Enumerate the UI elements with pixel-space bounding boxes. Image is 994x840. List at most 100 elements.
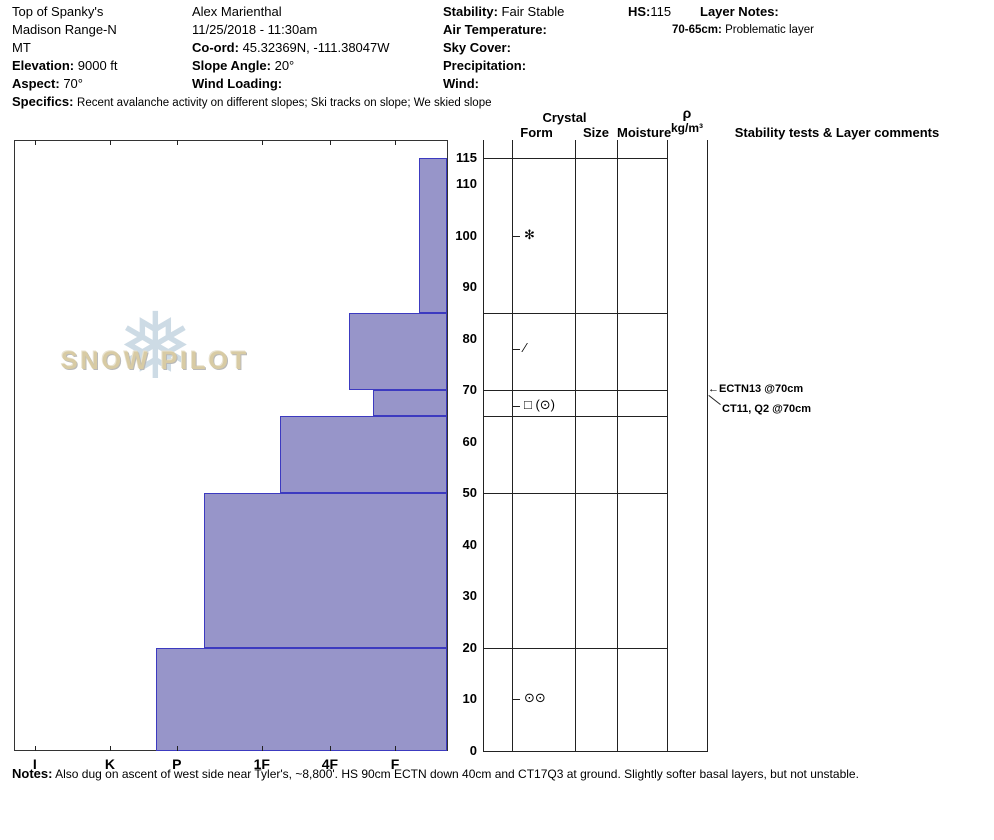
grain-depth-tick: [512, 235, 520, 237]
crystal-column-header: Crystal: [542, 110, 587, 125]
grain-form-symbol-facets-rounding: □ (⊙): [524, 396, 556, 412]
slope-angle-row: Slope Angle: 20°: [192, 58, 294, 73]
state-name: MT: [12, 40, 31, 55]
snow-layer-bar: [373, 390, 447, 416]
stability-tests-column-header: Stability tests & Layer comments: [734, 125, 940, 140]
grain-form-symbol-stellar: ✻: [524, 226, 535, 242]
hardness-tick-bottom: [176, 746, 178, 751]
annotation-arrow-line: [708, 395, 721, 406]
stability-label: Stability:: [443, 4, 498, 19]
depth-axis-label: 110: [456, 175, 477, 191]
hardness-profile-chart: ❅ SNOW PILOT: [14, 140, 448, 751]
elevation-label: Elevation:: [12, 58, 75, 73]
layer-notes-label: Layer Notes:: [700, 4, 779, 19]
moisture-column-header: Moisture: [617, 125, 672, 140]
snow-layer-bar: [349, 312, 447, 391]
hardness-axis-label: F: [390, 756, 400, 772]
elevation-row: Elevation: 9000 ft: [12, 58, 118, 73]
coord-label: Co-ord:: [192, 40, 239, 55]
size-column-header: Size: [582, 125, 609, 140]
snow-layer-bar: [419, 158, 447, 313]
snow-layer-bar: [280, 415, 447, 494]
density-symbol-header: ρ: [682, 105, 692, 121]
site-name: Top of Spanky's: [12, 4, 104, 19]
wind-label: Wind:: [443, 76, 479, 91]
aspect-label: Aspect:: [12, 76, 60, 91]
layer-boundary-line: [483, 647, 667, 649]
depth-axis-label: 90: [462, 279, 477, 295]
depth-axis-label: 70: [462, 382, 477, 398]
grain-depth-tick: [512, 348, 520, 350]
aspect-row: Aspect: 70°: [12, 76, 83, 91]
hardness-tick-bottom: [261, 746, 263, 751]
air-temp-label: Air Temperature:: [443, 22, 547, 37]
hardness-tick-top: [261, 140, 263, 145]
stability-row: Stability: Fair Stable: [443, 4, 564, 19]
stability-test-annotation: CT11, Q2 @70cm: [722, 403, 811, 416]
layer-note-text: Problematic layer: [725, 24, 814, 36]
depth-axis-label: 20: [462, 639, 477, 655]
datetime: 11/25/2018 - 11:30am: [192, 22, 318, 37]
range-name: Madison Range-N: [12, 22, 117, 37]
specifics-row: Specifics: Recent avalanche activity on …: [12, 94, 491, 109]
hardness-axis-label: P: [172, 756, 182, 772]
depth-axis-label: 80: [462, 330, 477, 346]
grid-vertical-line: [512, 140, 513, 751]
hs-label: HS:: [628, 4, 651, 19]
depth-axis-label: 30: [462, 588, 477, 604]
grain-form-symbol-decomposing-fragments: ∕: [524, 339, 527, 355]
hardness-axis-label: 1F: [253, 756, 270, 772]
hardness-tick-bottom: [395, 746, 397, 751]
depth-axis-label: 0: [469, 743, 477, 758]
specifics-value: Recent avalanche activity on different s…: [77, 97, 492, 109]
hardness-tick-top: [329, 140, 331, 145]
grid-bottom-line: [483, 751, 708, 752]
layer-boundary-line: [483, 158, 667, 160]
coord-value: 45.32369N, -111.38047W: [242, 40, 390, 55]
hardness-tick-top: [176, 140, 178, 145]
hardness-tick-top: [395, 140, 397, 145]
layer-boundary-line: [483, 493, 667, 495]
snowflake-icon: ❅: [117, 296, 195, 398]
wind-loading-label: Wind Loading:: [192, 76, 283, 91]
grid-vertical-line: [575, 140, 576, 751]
hardness-axis-label: I: [32, 756, 37, 772]
density-units-header: kg/m³: [670, 121, 703, 135]
snowpilot-logo-text: SNOW PILOT: [61, 347, 250, 375]
grid-vertical-line: [483, 140, 484, 751]
precipitation-label: Precipitation:: [443, 58, 527, 73]
depth-axis-label: 60: [462, 433, 477, 449]
hardness-tick-bottom: [329, 746, 331, 751]
grain-depth-tick: [512, 699, 520, 701]
hardness-axis-label: K: [104, 756, 115, 772]
depth-axis-label: 100: [455, 227, 477, 243]
depth-axis-label: 115: [456, 150, 477, 166]
layer-boundary-line: [483, 390, 667, 392]
stability-value: Fair Stable: [501, 4, 565, 19]
hardness-tick-top: [109, 140, 111, 145]
notes-label: Notes:: [12, 766, 53, 781]
layer-note-depth: 70-65cm:: [672, 24, 722, 36]
layer-boundary-line: [483, 312, 667, 314]
grid-vertical-line: [707, 140, 708, 751]
snow-layer-bar: [204, 493, 447, 648]
layer-note-row: 70-65cm: Problematic layer: [672, 24, 814, 36]
notes-row: Notes: Also dug on ascent of west side n…: [12, 766, 859, 781]
grain-depth-tick: [512, 405, 520, 407]
snowpilot-watermark: ❅ SNOW PILOT: [55, 296, 285, 411]
depth-axis-label: 50: [462, 485, 477, 501]
grid-vertical-line: [617, 140, 618, 751]
layer-boundary-line: [483, 415, 667, 417]
slope-angle-value: 20°: [274, 58, 295, 73]
stability-test-annotation: ←ECTN13 @70cm: [708, 383, 804, 396]
specifics-label: Specifics:: [12, 94, 74, 109]
slope-angle-label: Slope Angle:: [192, 58, 271, 73]
sky-cover-label: Sky Cover:: [443, 40, 511, 55]
hardness-tick-bottom: [34, 746, 36, 751]
snow-layer-bar: [156, 647, 447, 751]
hardness-tick-bottom: [109, 746, 111, 751]
observer-name: Alex Marienthal: [192, 4, 282, 19]
coord-row: Co-ord: 45.32369N, -111.38047W: [192, 40, 390, 55]
notes-text: Also dug on ascent of west side near Tyl…: [55, 767, 859, 781]
